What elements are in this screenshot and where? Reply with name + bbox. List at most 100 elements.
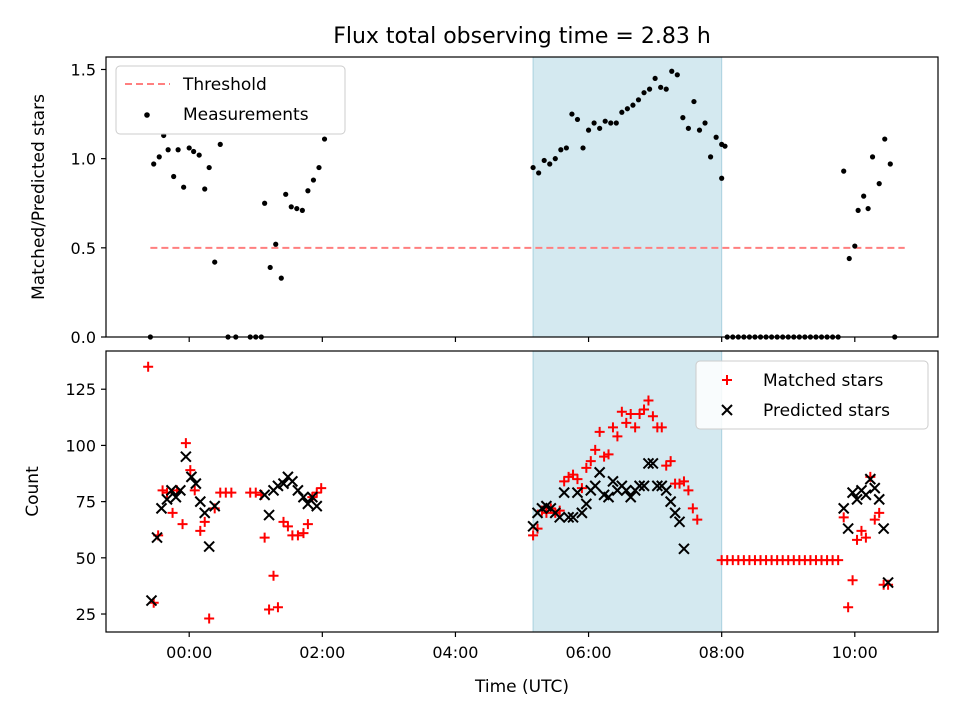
matched-point (177, 519, 188, 530)
x-tick-label: 08:00 (699, 643, 745, 662)
measurement-point (865, 205, 871, 212)
matched-point (612, 431, 623, 442)
measurement-point (580, 145, 586, 151)
matched-point (180, 438, 191, 449)
measurement-point (558, 147, 564, 153)
predicted-point (194, 495, 207, 508)
measurement-point (212, 259, 218, 265)
measurement-point (202, 186, 208, 192)
predicted-point (642, 457, 655, 470)
predicted-point (297, 491, 310, 503)
measurement-point (674, 72, 680, 78)
measurement-point (283, 191, 289, 197)
predicted-point (263, 509, 275, 521)
matched-point (167, 507, 178, 518)
measurement-point (273, 241, 279, 247)
measurement-point (646, 86, 653, 92)
y-tick-label: 0.0 (71, 328, 96, 347)
measurement-point (196, 152, 202, 158)
measurement-point (635, 97, 642, 103)
matched-point (528, 530, 539, 541)
measurement-point (552, 156, 558, 162)
matched-point (869, 514, 880, 525)
matched-point (302, 519, 313, 530)
highlight-span (532, 56, 723, 338)
measurement-point (602, 118, 608, 124)
predicted-point (155, 502, 168, 515)
measurement-point (652, 75, 658, 82)
matched-point (692, 514, 703, 525)
x-tick-label: 10:00 (832, 643, 878, 662)
measurement-point (869, 154, 876, 160)
predicted-point (864, 473, 877, 485)
measurement-point (156, 154, 162, 160)
matched-point (847, 575, 858, 586)
legend-matched-label: Matched stars (763, 371, 883, 391)
y-tick-label: 75 (76, 493, 96, 512)
matched-point (833, 555, 844, 566)
measurement-point (713, 134, 719, 140)
matched-point (647, 411, 658, 422)
measurement-point (882, 136, 888, 142)
predicted-point (589, 480, 601, 492)
matched-point (572, 474, 583, 485)
matched-point (298, 528, 309, 539)
y-axis-label: Count (23, 466, 43, 517)
measurement-point (861, 193, 867, 199)
matched-point (581, 462, 592, 473)
legend: Matched stars Predicted stars (695, 360, 929, 430)
matched-point (278, 516, 289, 527)
matched-point (616, 406, 627, 417)
measurement-point (641, 90, 647, 96)
predicted-point (170, 491, 182, 503)
measurement-point (541, 157, 547, 164)
matched-point (625, 408, 636, 419)
legend-threshold-label: Threshold (182, 75, 267, 95)
legend-measurements-swatch (144, 112, 150, 118)
matched-point (568, 469, 579, 480)
x-tick-label: 06:00 (566, 643, 612, 662)
predicted-point (647, 457, 659, 470)
measurement-point (262, 200, 268, 206)
measurement-point (181, 184, 187, 190)
predicted-point (607, 475, 619, 488)
matched-point (585, 456, 596, 467)
x-tick-label: 04:00 (432, 643, 478, 662)
measurement-point (267, 264, 273, 271)
matched-point (272, 602, 283, 613)
y-tick-label: 1.0 (71, 150, 96, 169)
matched-point (852, 534, 863, 545)
predicted-point (161, 493, 173, 506)
matched-point (678, 476, 689, 487)
measurement-point (175, 147, 181, 153)
chart-title: Flux total observing time = 2.83 h (333, 24, 711, 49)
measurement-point (585, 127, 592, 133)
matched-point (656, 422, 667, 433)
measurement-point (530, 164, 536, 171)
legend-predicted-label: Predicted stars (763, 401, 890, 421)
matched-point (661, 460, 672, 471)
matched-point (643, 395, 654, 406)
legend-box (115, 65, 346, 135)
predicted-point (199, 507, 211, 519)
legend-matched-swatch (722, 375, 732, 385)
measurement-point (299, 207, 305, 213)
predicted-point (277, 477, 290, 490)
measurement-point (841, 168, 847, 174)
measurement-point (316, 164, 322, 171)
matched-point (603, 449, 614, 460)
measurement-point (696, 127, 703, 133)
measurement-point (887, 161, 893, 167)
measurement-point (547, 161, 553, 167)
matched-point (590, 444, 601, 455)
predicted-point (678, 543, 690, 555)
predicted-point (151, 531, 163, 544)
measurement-point (722, 143, 728, 149)
measurement-point (305, 188, 311, 194)
predicted-point (180, 450, 192, 463)
measurement-point (536, 170, 542, 176)
measurement-point (846, 255, 852, 262)
measurement-point (702, 120, 708, 126)
predicted-point (571, 486, 584, 499)
matched-point (204, 613, 215, 624)
